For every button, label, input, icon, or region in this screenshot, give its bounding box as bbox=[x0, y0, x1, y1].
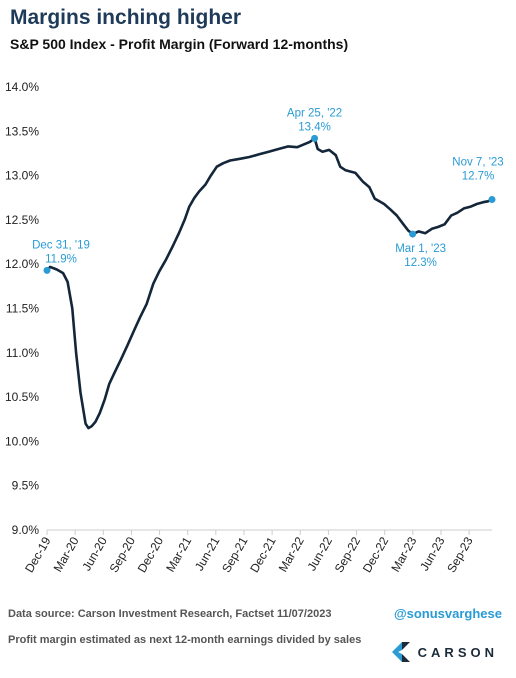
y-tick-label: 11.0% bbox=[6, 346, 39, 360]
y-tick-label: 12.5% bbox=[5, 213, 39, 227]
y-tick-label: 12.0% bbox=[5, 257, 39, 271]
y-tick-label: 11.5% bbox=[6, 302, 39, 316]
chart-subtitle: S&P 500 Index - Profit Margin (Forward 1… bbox=[10, 36, 349, 52]
annotation-point bbox=[43, 266, 51, 274]
x-tick-label: Mar-23 bbox=[388, 534, 419, 574]
x-tick-label: Jun-23 bbox=[417, 534, 448, 573]
x-tick-label: Dec-20 bbox=[135, 534, 167, 575]
y-tick-label: 10.5% bbox=[5, 390, 39, 404]
x-tick-label: Dec-22 bbox=[360, 534, 392, 575]
annotation-date-label: Nov 7, '23 bbox=[452, 157, 503, 169]
logo-text: CARSON bbox=[417, 644, 498, 660]
x-tick-label: Sep-21 bbox=[219, 534, 251, 575]
chart-title: Margins inching higher bbox=[10, 6, 242, 29]
annotations: Dec 31, '19 11.9% Apr 25, '22 13.4% Mar 1, '… bbox=[32, 107, 504, 274]
data-source-note: Data source: Carson Investment Research,… bbox=[8, 608, 332, 620]
x-tick-label: Sep-20 bbox=[107, 534, 139, 575]
annotation-value-label: 13.4% bbox=[298, 121, 331, 133]
annotation-point bbox=[311, 134, 319, 142]
y-tick-label: 13.0% bbox=[5, 169, 39, 183]
author-handle: @sonusvarghese bbox=[393, 606, 502, 621]
x-tick-label: Mar-22 bbox=[276, 534, 307, 574]
x-tick-label: Mar-21 bbox=[163, 534, 194, 574]
x-tick-label: Jun-20 bbox=[79, 534, 110, 573]
y-tick-label: 14.0% bbox=[5, 80, 39, 94]
x-tick-label: Dec-19 bbox=[22, 534, 54, 575]
annotation-value-label: 11.9% bbox=[45, 253, 77, 265]
carson-logo: CARSON bbox=[390, 642, 498, 662]
annotation-date-label: Apr 25, '22 bbox=[287, 107, 342, 119]
methodology-note: Profit margin estimated as next 12-month… bbox=[8, 634, 362, 646]
profit-margin-line bbox=[46, 137, 493, 430]
annotation-point bbox=[488, 196, 496, 204]
y-axis-ticks: 9.0% 9.5% 10.0% 10.5% 11.0% 11.5% 12.0% 12.5% 13… bbox=[5, 80, 39, 537]
annotation-value-label: 12.7% bbox=[462, 171, 495, 183]
profit-margin-chart: 9.0% 9.5% 10.0% 10.5% 11.0% 11.5% 12.0% 12.5% 13… bbox=[5, 80, 504, 575]
x-axis-ticks: Dec-19Mar-20Jun-20Sep-20Dec-20Mar-21Jun-… bbox=[22, 530, 476, 575]
y-tick-label: 10.0% bbox=[5, 434, 39, 448]
x-tick-label: Sep-23 bbox=[444, 534, 476, 575]
carson-logo-icon bbox=[391, 642, 410, 662]
x-tick-label: Jun-22 bbox=[305, 534, 336, 573]
annotation-point bbox=[409, 230, 417, 238]
y-tick-label: 9.0% bbox=[12, 523, 40, 537]
y-tick-label: 13.5% bbox=[5, 124, 39, 138]
x-tick-label: Jun-21 bbox=[192, 534, 223, 573]
x-tick-label: Sep-22 bbox=[332, 534, 364, 575]
annotation-date-label: Dec 31, '19 bbox=[32, 239, 90, 251]
x-tick-label: Dec-21 bbox=[247, 534, 279, 575]
y-tick-label: 9.5% bbox=[12, 479, 40, 493]
x-tick-label: Mar-20 bbox=[51, 534, 82, 574]
annotation-date-label: Mar 1, '23 bbox=[395, 243, 446, 255]
annotation-value-label: 12.3% bbox=[404, 257, 437, 269]
